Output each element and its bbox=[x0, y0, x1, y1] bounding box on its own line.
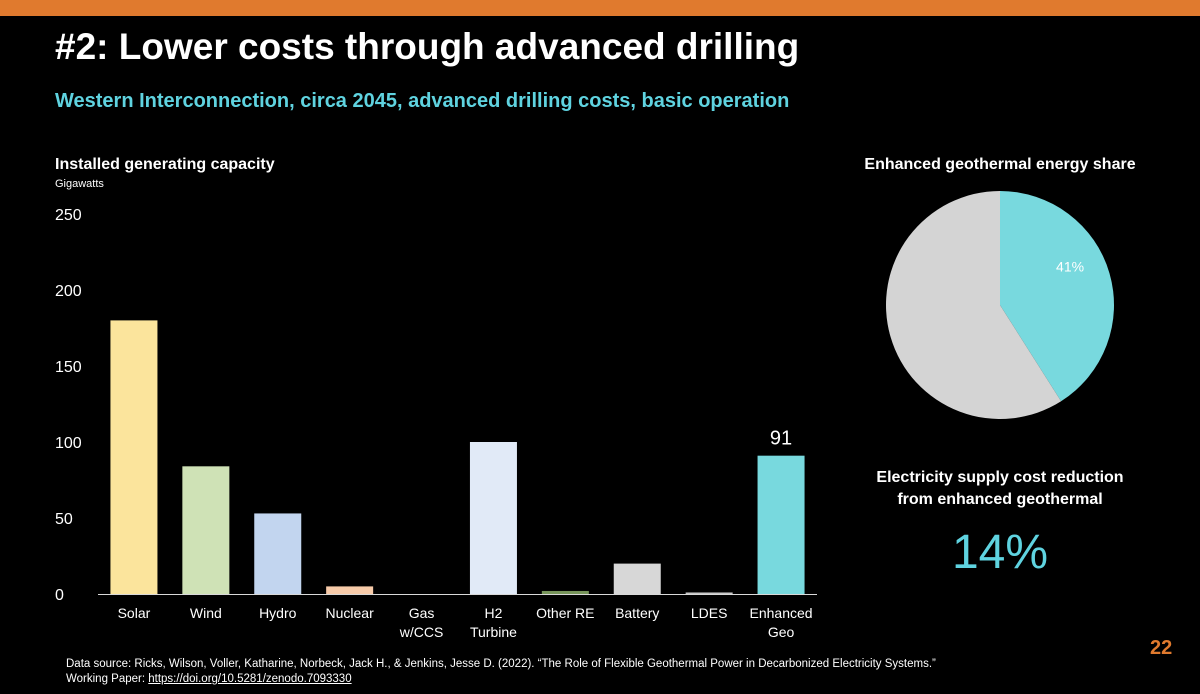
x-tick-label-line: w/CCS bbox=[399, 624, 444, 640]
bar-chart-unit: Gigawatts bbox=[55, 178, 104, 190]
x-tick-label-line: Geo bbox=[768, 624, 795, 640]
data-source-line2: Working Paper: https://doi.org/10.5281/z… bbox=[66, 672, 936, 687]
bar-chart: 250 200 150 100 50 0 Solar Wind Hydro Nuclear Gas w… bbox=[55, 207, 817, 640]
x-tick-label: Nuclear bbox=[326, 605, 375, 621]
x-tick-label-line: Gas bbox=[409, 605, 435, 621]
pie-chart-title: Enhanced geothermal energy share bbox=[864, 156, 1136, 173]
data-source-line1: Data source: Ricks, Wilson, Voller, Kath… bbox=[66, 658, 936, 670]
x-tick-label-line: Other RE bbox=[536, 605, 594, 621]
slide-title: #2: Lower costs through advanced drillin… bbox=[55, 26, 800, 67]
x-tick-label: Wind bbox=[190, 605, 222, 621]
x-tick-label: Gas w/CCS bbox=[399, 605, 444, 640]
data-source-link[interactable]: https://doi.org/10.5281/zenodo.7093330 bbox=[148, 673, 352, 685]
x-tick-label: Solar bbox=[118, 605, 151, 621]
data-source-prefix: Working Paper: bbox=[66, 673, 149, 685]
cost-reduction-label: Electricity supply cost reduction from e… bbox=[840, 467, 1160, 511]
bar-otherre bbox=[541, 590, 589, 594]
pie-slice-label: 41% bbox=[1056, 259, 1084, 275]
x-tick-label-line: LDES bbox=[691, 605, 728, 621]
top-accent-bar bbox=[0, 0, 1200, 16]
bar-wind bbox=[182, 466, 230, 594]
x-tick-label-line: H2 bbox=[484, 605, 502, 621]
x-tick-label-line: Hydro bbox=[259, 605, 297, 621]
x-tick-label: Other RE bbox=[536, 605, 594, 621]
y-tick-label: 200 bbox=[55, 283, 82, 300]
cost-reduction-label-line2: from enhanced geothermal bbox=[897, 491, 1103, 508]
bar-chart-title: Installed generating capacity bbox=[55, 156, 275, 173]
y-tick-label: 100 bbox=[55, 435, 82, 452]
pie-slice-other bbox=[886, 191, 1062, 419]
bar-battery bbox=[613, 563, 661, 594]
bar-h2-turbine bbox=[469, 442, 517, 594]
y-tick-label: 50 bbox=[55, 511, 73, 528]
x-tick-label: H2 Turbine bbox=[470, 605, 517, 640]
pie-slice-geothermal bbox=[1000, 191, 1114, 402]
cost-reduction-value: 14% bbox=[951, 526, 1049, 579]
bar-nuclear bbox=[326, 586, 374, 594]
bar-hydro bbox=[254, 513, 302, 594]
pie-chart: 41% bbox=[886, 191, 1114, 419]
bar-ldes bbox=[685, 592, 733, 594]
cost-reduction-label-line1: Electricity supply cost reduction bbox=[876, 469, 1124, 486]
slide-subtitle: Western Interconnection, circa 2045, adv… bbox=[55, 90, 790, 112]
bar-enhanced-geo bbox=[757, 455, 805, 594]
bar-solar bbox=[110, 320, 158, 594]
y-tick-label: 0 bbox=[55, 587, 64, 604]
x-tick-label: Battery bbox=[615, 605, 659, 621]
x-tick-label-line: Nuclear bbox=[326, 605, 375, 621]
bar-data-label: 91 bbox=[770, 428, 792, 450]
x-tick-label: Enhanced Geo bbox=[750, 605, 813, 640]
y-tick-label: 250 bbox=[55, 207, 82, 224]
x-tick-label: LDES bbox=[691, 605, 728, 621]
x-tick-label-line: Wind bbox=[190, 605, 222, 621]
page-number: 22 bbox=[1150, 637, 1173, 659]
data-source: Data source: Ricks, Wilson, Voller, Kath… bbox=[66, 657, 936, 687]
y-tick-label: 150 bbox=[55, 359, 82, 376]
x-tick-label-line: Battery bbox=[615, 605, 659, 621]
x-tick-label-line: Turbine bbox=[470, 624, 517, 640]
x-tick-label: Hydro bbox=[259, 605, 297, 621]
x-tick-label-line: Enhanced bbox=[750, 605, 813, 621]
x-tick-label-line: Solar bbox=[118, 605, 151, 621]
